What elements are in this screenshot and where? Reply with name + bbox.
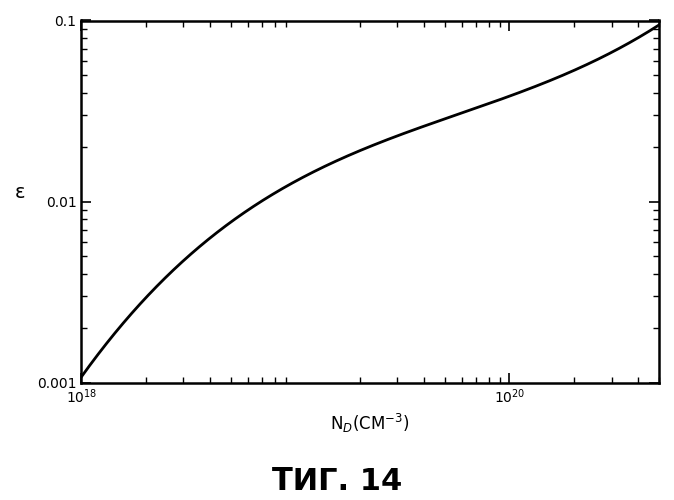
Text: ΤИГ. 14: ΤИГ. 14	[272, 467, 402, 496]
Y-axis label: ε: ε	[15, 182, 26, 202]
X-axis label: N$_D$(CM$^{-3}$): N$_D$(CM$^{-3}$)	[330, 412, 410, 435]
